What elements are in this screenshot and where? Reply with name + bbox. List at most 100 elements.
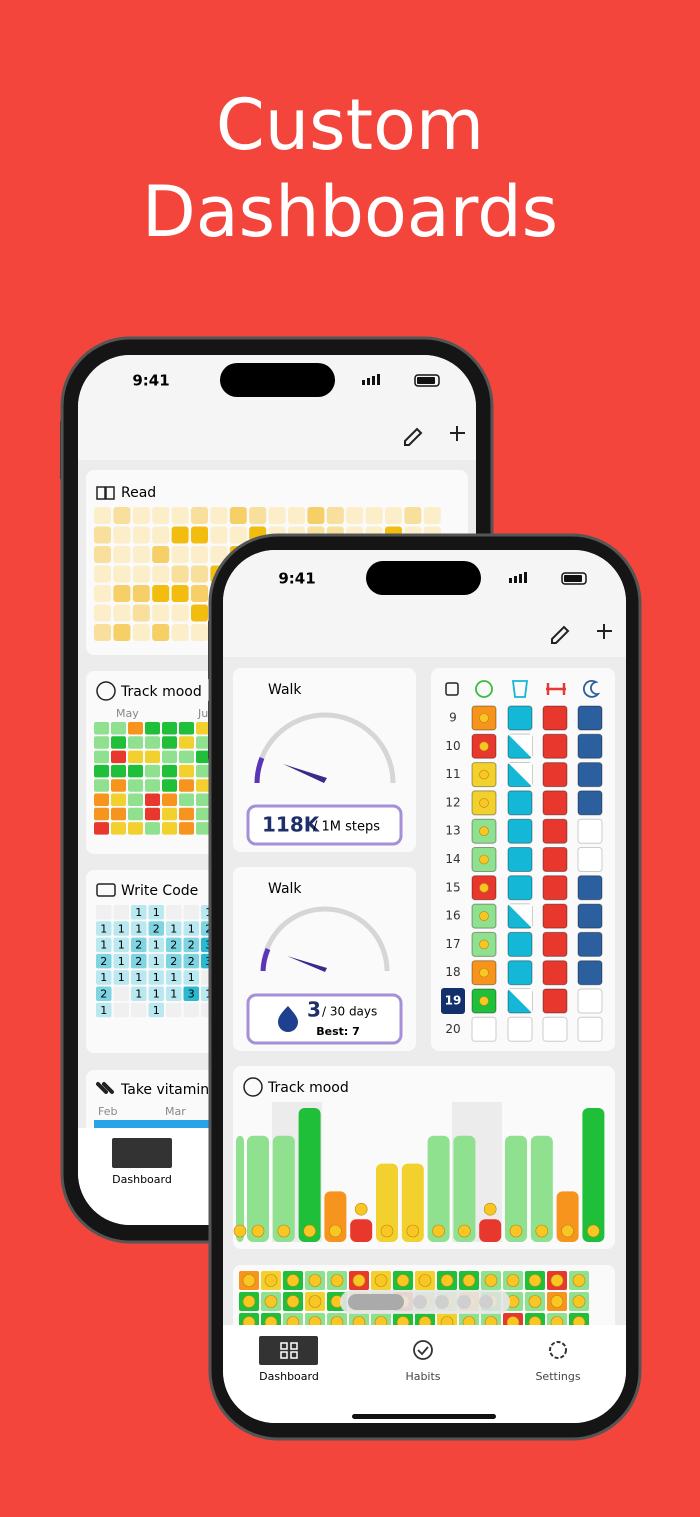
heat-cell — [365, 507, 383, 524]
face — [479, 741, 489, 752]
code-count: 1 — [153, 971, 160, 984]
mood-face — [572, 1295, 586, 1308]
code-count: 2 — [170, 955, 177, 968]
headline: Dashboards — [142, 171, 558, 253]
heat-cell — [128, 822, 143, 835]
mood-face — [509, 1224, 523, 1238]
code-cell — [183, 905, 199, 920]
heat-cell — [132, 604, 150, 622]
heat-cell — [94, 624, 111, 641]
habit-cell — [507, 705, 533, 731]
mood-icon — [475, 680, 493, 698]
habit-cell — [507, 790, 533, 816]
code-count: 1 — [135, 988, 142, 1001]
nav-active[interactable] — [259, 1336, 318, 1365]
code-count: 1 — [118, 939, 125, 952]
code-cell — [183, 970, 199, 985]
mood-face — [286, 1274, 300, 1287]
heat-cell — [162, 822, 177, 835]
mood-face — [303, 1224, 316, 1238]
half-cell — [508, 762, 532, 787]
heat-cell — [94, 604, 111, 622]
card-title: Track mood — [267, 1080, 349, 1096]
face — [479, 826, 489, 837]
heat-cell — [210, 526, 228, 544]
mood-face — [483, 1202, 497, 1216]
heat-cell — [145, 779, 160, 792]
add-icon[interactable] — [450, 426, 465, 441]
code-count: 1 — [153, 955, 160, 968]
code-count: 2 — [100, 988, 107, 1001]
mood-face — [550, 1274, 564, 1287]
heat-cell — [132, 526, 150, 544]
mood-face — [330, 1274, 344, 1287]
code-count: 1 — [135, 906, 142, 919]
nav-label[interactable]: Dashboard — [112, 1173, 172, 1186]
habit-cell — [542, 875, 568, 901]
heat-cell — [128, 764, 143, 778]
heat-cell — [152, 546, 170, 563]
edit-icon[interactable] — [404, 427, 423, 446]
mood-face — [458, 1224, 471, 1238]
nav-label[interactable]: Dashboard — [259, 1370, 319, 1383]
heat-cell — [196, 779, 211, 792]
flame-icon — [278, 1006, 298, 1032]
mood-face — [432, 1224, 445, 1238]
settings-icon[interactable] — [549, 1341, 567, 1359]
heat-cell — [162, 764, 177, 778]
habit-cell — [577, 847, 603, 872]
edit-icon[interactable] — [551, 625, 570, 644]
habit-cell — [542, 818, 568, 844]
status-icons — [362, 374, 440, 387]
goal: / 30 days — [322, 1005, 377, 1019]
mood-face — [484, 1274, 498, 1287]
mood-face — [561, 1224, 574, 1238]
code-count: 2 — [188, 939, 195, 952]
code-count: 1 — [100, 922, 107, 935]
half-cell — [508, 904, 532, 929]
code-cell — [148, 970, 164, 985]
month-label: Mar — [165, 1105, 186, 1118]
habit-cell — [577, 931, 603, 957]
mood-face — [462, 1274, 476, 1287]
code-count: 2 — [100, 955, 107, 968]
day-label: 10 — [445, 739, 460, 753]
habit-cell — [577, 903, 603, 929]
face — [479, 996, 489, 1006]
heat-cell — [191, 565, 208, 583]
heat-cell — [113, 546, 131, 563]
code-cell — [166, 937, 182, 953]
code-count: 1 — [118, 971, 125, 984]
mood-bar — [376, 1163, 398, 1242]
heat-cell — [196, 807, 211, 821]
half-cell — [508, 734, 532, 759]
code-count: 1 — [153, 988, 160, 1001]
habits-icon[interactable] — [413, 1340, 433, 1360]
code-cell — [166, 986, 182, 1001]
code-cell — [96, 986, 112, 1001]
pager-dot — [348, 1294, 404, 1310]
mood-bar — [247, 1135, 269, 1242]
code-cell — [148, 953, 164, 969]
code-icon — [96, 883, 116, 897]
face — [479, 713, 489, 723]
mood-bar — [272, 1135, 295, 1242]
code-count: 2 — [153, 922, 160, 935]
nav-label[interactable]: Habits — [405, 1370, 440, 1383]
pager-dot — [413, 1295, 427, 1309]
heat-cell — [171, 585, 189, 602]
heat-cell — [94, 565, 111, 583]
add-icon[interactable] — [597, 624, 612, 639]
code-cell — [113, 986, 129, 1001]
water-icon — [511, 680, 529, 698]
headline: Custom — [216, 84, 484, 166]
heat-cell — [171, 526, 189, 544]
habit-cell — [507, 1016, 533, 1042]
card-title: Take vitamins — [120, 1082, 216, 1098]
code-count: 1 — [100, 1004, 107, 1017]
nav-label[interactable]: Settings — [535, 1370, 580, 1383]
code-cell — [148, 986, 164, 1001]
mood-face — [587, 1224, 600, 1238]
face — [479, 882, 489, 893]
nav-active[interactable] — [112, 1138, 172, 1168]
